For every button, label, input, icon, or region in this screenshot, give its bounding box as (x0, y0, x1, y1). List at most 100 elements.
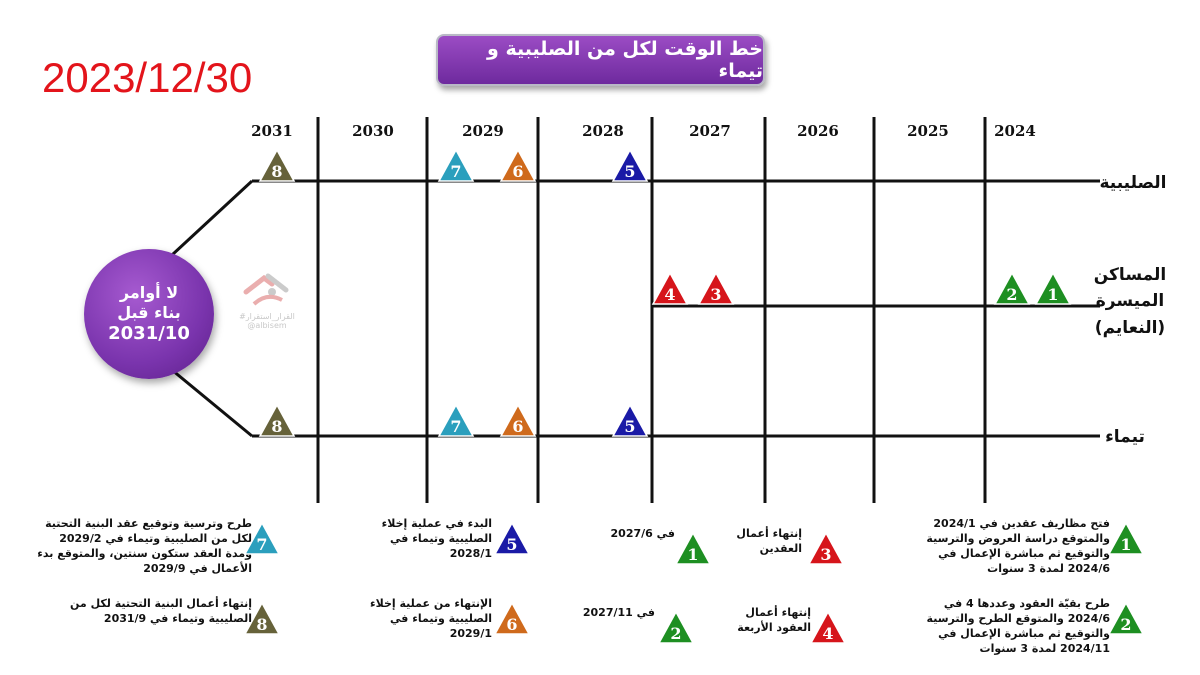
legend-marker: 7 (243, 521, 281, 555)
timeline-marker: 6 (499, 148, 537, 182)
year-label: 2030 (352, 122, 394, 140)
legend-triangle: 2 (1107, 601, 1145, 635)
row-label-housing-line3: (النعايم) (1094, 317, 1166, 338)
triangle-icon (651, 271, 689, 305)
triangle-icon (499, 403, 537, 437)
year-label: 2029 (462, 122, 504, 140)
marker-number: 4 (664, 285, 675, 304)
year-label: 2027 (689, 122, 731, 140)
row-label-housing-line2: الميسرة (1095, 291, 1165, 312)
triangle-icon (437, 403, 475, 437)
year-label: 2025 (907, 122, 949, 140)
timeline-marker: 8 (258, 403, 296, 437)
legend-text: إنتهاء أعمال البنية التحتية لكل من الصلي… (70, 597, 252, 625)
year-label: 2026 (797, 122, 839, 140)
year-label: 2024 (994, 122, 1036, 140)
legend-marker: 4 (809, 610, 847, 644)
year-label: 2031 (251, 122, 293, 140)
legend-triangle: 5 (493, 521, 531, 555)
date-label: 2023/12/30 (42, 54, 253, 101)
legend-text: فتح مظاريف عقدين في 2024/1 والمتوقع دراس… (926, 517, 1110, 575)
legend-triangle: 7 (243, 521, 281, 555)
legend-marker: 1 (674, 531, 712, 565)
legend-triangle: 2 (657, 610, 695, 644)
legend-text: البدء في عملية إخلاء الصليبية وتيماء في … (381, 517, 492, 560)
triangle-icon (243, 521, 281, 555)
marker-number: 6 (512, 162, 523, 181)
row-label-sulaibiya: الصليبية (1099, 173, 1167, 193)
legend-text: طرح بقيّة العقود وعددها 4 في 2024/6 والم… (926, 597, 1110, 655)
marker-number: 2 (1006, 285, 1017, 304)
legend-marker: 6 (493, 601, 531, 635)
marker-number: 6 (506, 615, 517, 634)
legend-text: في 2027/11 (582, 606, 655, 619)
legend-triangle: 1 (674, 531, 712, 565)
circle-line2: بناء قبل (117, 302, 181, 322)
triangle-icon (809, 610, 847, 644)
watermark-logo: #القرار_استقرار @albisem (236, 270, 298, 330)
marker-number: 7 (256, 535, 267, 554)
circle-line3: 2031/10 (108, 322, 190, 344)
triangle-icon (807, 531, 845, 565)
marker-number: 5 (624, 162, 635, 181)
row-label-housing-line1: المساكن (1093, 265, 1167, 285)
marker-number: 7 (450, 162, 461, 181)
marker-number: 1 (1120, 535, 1131, 554)
marker-number: 8 (271, 162, 282, 181)
legend-triangle: 8 (243, 601, 281, 635)
triangle-icon (258, 148, 296, 182)
timeline-marker: 8 (258, 148, 296, 182)
legend-text: في 2027/6 (610, 527, 675, 540)
triangle-icon (697, 271, 735, 305)
legend-marker: 2 (1107, 601, 1145, 635)
legend-marker: 8 (243, 601, 281, 635)
row-label-housing: المساكن الميسرة (النعايم) (1085, 262, 1175, 341)
triangle-icon (243, 601, 281, 635)
triangle-icon (674, 531, 712, 565)
marker-number: 1 (1047, 285, 1058, 304)
marker-number: 3 (710, 285, 721, 304)
marker-number: 1 (687, 545, 698, 564)
timeline-marker: 6 (499, 403, 537, 437)
marker-number: 6 (512, 417, 523, 436)
triangle-icon (1107, 521, 1145, 555)
triangle-icon (258, 403, 296, 437)
timeline-marker: 7 (437, 148, 475, 182)
circle-line1: لا أوامر (119, 282, 179, 302)
triangle-icon (611, 403, 649, 437)
triangle-icon (437, 148, 475, 182)
marker-number: 2 (670, 624, 681, 643)
legend-text: الإنتهاء من عملية إخلاء الصليبية وتيماء … (369, 597, 492, 640)
year-label: 2028 (582, 122, 624, 140)
row-label-taima: تيماء (1105, 427, 1145, 447)
legend-text: إنتهاء أعمال العقدين (736, 527, 802, 555)
legend-triangle: 3 (807, 531, 845, 565)
marker-number: 7 (450, 417, 461, 436)
marker-number: 3 (820, 545, 831, 564)
legend-marker: 2 (657, 610, 695, 644)
legend-text: إنتهاء أعمال العقود الأربعة (737, 606, 811, 634)
triangle-icon (1107, 601, 1145, 635)
legend-text: طرح وترسية وتوقيع عقد البنية التحتية لكل… (37, 517, 252, 575)
house-logo-icon (243, 273, 289, 306)
marker-number: 5 (624, 417, 635, 436)
triangle-icon (499, 148, 537, 182)
timeline-marker: 4 (651, 271, 689, 305)
legend-marker: 1 (1107, 521, 1145, 555)
triangle-icon (611, 148, 649, 182)
watermark-line1: #القرار_استقرار (239, 312, 295, 321)
watermark-line2: @albisem (247, 321, 287, 330)
triangle-icon (657, 610, 695, 644)
marker-number: 5 (506, 535, 517, 554)
triangle-icon (493, 521, 531, 555)
timeline-marker: 1 (1034, 271, 1072, 305)
legend-marker: 5 (493, 521, 531, 555)
marker-number: 8 (271, 417, 282, 436)
page-title: خط الوقت لكل من الصليبية و تيماء (436, 34, 765, 86)
legend-marker: 3 (807, 531, 845, 565)
deadline-circle: لا أوامر بناء قبل 2031/10 (84, 249, 214, 379)
timeline-marker: 5 (611, 148, 649, 182)
triangle-icon (993, 271, 1031, 305)
legend-triangle: 1 (1107, 521, 1145, 555)
